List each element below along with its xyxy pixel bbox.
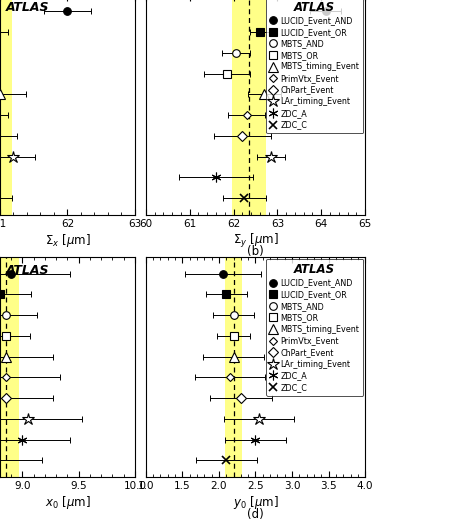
Bar	[0, 0, 12, 215]
Text: (d): (d)	[247, 508, 264, 521]
Bar	[0, 257, 19, 477]
X-axis label: $y_0$ [$\mu$m]: $y_0$ [$\mu$m]	[233, 494, 278, 511]
X-axis label: $\Sigma_y$ [$\mu$m]: $\Sigma_y$ [$\mu$m]	[233, 232, 278, 250]
Legend: LUCID_Event_AND, LUCID_Event_OR, MBTS_AND, MBTS_OR, MBTS_timing_Event, PrimVtx_E: LUCID_Event_AND, LUCID_Event_OR, MBTS_AN…	[266, 0, 363, 134]
X-axis label: $\Sigma_x$ [$\mu$m]: $\Sigma_x$ [$\mu$m]	[45, 232, 90, 249]
Text: (b): (b)	[247, 245, 264, 259]
Legend: LUCID_Event_AND, LUCID_Event_OR, MBTS_AND, MBTS_OR, MBTS_timing_Event, PrimVtx_E: LUCID_Event_AND, LUCID_Event_OR, MBTS_AN…	[266, 259, 363, 396]
Bar	[225, 257, 242, 477]
Text: ATLAS: ATLAS	[5, 1, 49, 14]
X-axis label: $x_0$ [$\mu$m]: $x_0$ [$\mu$m]	[45, 494, 90, 511]
Text: ATLAS: ATLAS	[5, 263, 49, 277]
Bar	[232, 0, 266, 215]
